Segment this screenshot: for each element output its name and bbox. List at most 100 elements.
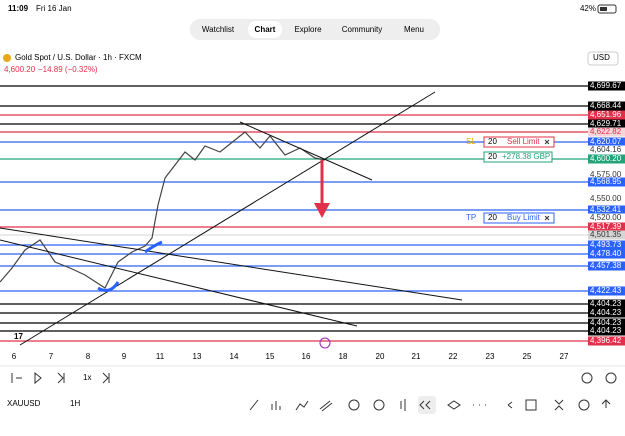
- price-label: 4,478.40: [590, 249, 622, 258]
- logo: 17: [14, 332, 23, 341]
- trend-line: [0, 227, 463, 301]
- price-label: 4,600.20: [590, 154, 622, 163]
- price-label: 4,575.00: [590, 170, 622, 179]
- price-label: 4,620.07: [590, 137, 622, 146]
- price-label-bg: [588, 119, 625, 129]
- nav-tab[interactable]: Chart: [255, 25, 276, 34]
- price-label: 4,604.16: [590, 145, 622, 154]
- price-label: 4,651.96: [590, 110, 622, 119]
- order-qty: 20: [488, 152, 497, 161]
- time-label: 11: [156, 352, 165, 361]
- time-label: 7: [49, 352, 54, 361]
- price-change: −14.89 (−0.32%): [38, 65, 98, 74]
- event-icon[interactable]: [319, 337, 331, 349]
- order-close[interactable]: [544, 139, 550, 145]
- price-label-bg: [588, 81, 625, 91]
- order-qty: 20: [488, 137, 497, 146]
- time-label: 14: [230, 352, 239, 361]
- trend-line: [0, 239, 358, 327]
- order-tag: TP: [466, 213, 476, 222]
- settings[interactable]: [581, 372, 593, 384]
- price-label: 4,622.82: [590, 127, 622, 136]
- order-box[interactable]: [483, 212, 555, 224]
- date: Fri 16 Jan: [36, 4, 72, 13]
- price-label: 4,532.41: [590, 205, 622, 214]
- price-label-bg: [588, 336, 625, 346]
- price-label-bg: [588, 249, 625, 259]
- price-label: 4,517.39: [590, 222, 622, 231]
- interval[interactable]: 1H: [70, 399, 80, 408]
- price-label: 4,404.23: [590, 318, 622, 327]
- order-pnl: +278.38 GBP: [502, 152, 550, 161]
- price-label-bg: [588, 222, 625, 232]
- order-box[interactable]: [483, 136, 555, 148]
- nav-tab[interactable]: Watchlist: [202, 25, 235, 34]
- price-label: 4,422.43: [590, 286, 622, 295]
- time-label: 22: [449, 352, 458, 361]
- trend-line: [19, 91, 436, 346]
- order-close[interactable]: [544, 215, 550, 221]
- price-label: 4,668.44: [590, 101, 622, 110]
- price-label-bg: [588, 127, 625, 137]
- price-label: 4,404.23: [590, 299, 622, 308]
- order-tag: SL: [466, 137, 476, 146]
- time-label: 27: [560, 352, 569, 361]
- price-label-bg: [588, 170, 625, 180]
- time-label: 13: [193, 352, 202, 361]
- price-label: 4,457.38: [590, 261, 622, 270]
- time-label: 20: [376, 352, 385, 361]
- nav-tab[interactable]: Menu: [404, 25, 424, 34]
- tools[interactable]: [249, 399, 611, 412]
- price-label: 4,568.95: [590, 177, 622, 186]
- tab-selected: [248, 21, 282, 38]
- price-label-bg: [588, 194, 625, 204]
- price-label-bg: [588, 213, 625, 223]
- price-label: 4,501.35: [590, 230, 622, 239]
- battery: 42%: [580, 4, 596, 13]
- order-type: Sell Limit: [507, 137, 540, 146]
- battery-level: [600, 7, 607, 11]
- time-label: 23: [486, 352, 495, 361]
- price-label-bg: [588, 286, 625, 296]
- price-label-bg: [588, 154, 625, 164]
- order-type: Buy Limit: [507, 213, 541, 222]
- drawing: [144, 240, 163, 254]
- time-label: 9: [122, 352, 127, 361]
- price-label-bg: [588, 110, 625, 120]
- time-label: 6: [12, 352, 17, 361]
- price-label: 4,404.23: [590, 326, 622, 335]
- time-label: 18: [339, 352, 348, 361]
- price-label-bg: [588, 177, 625, 187]
- price-label-bg: [588, 230, 625, 240]
- price-label-bg: [588, 145, 625, 155]
- currency-select[interactable]: [587, 51, 619, 66]
- price-label: 4,493.73: [590, 240, 622, 249]
- ticker[interactable]: XAUUSD: [7, 399, 41, 408]
- nav-tab[interactable]: Explore: [294, 25, 322, 34]
- price-label: 4,550.00: [590, 194, 622, 203]
- close[interactable]: [605, 372, 617, 384]
- arrow-head: [314, 203, 330, 218]
- nav-tab[interactable]: Community: [342, 25, 382, 34]
- replay-controls[interactable]: [11, 371, 110, 385]
- price-label-bg: [588, 205, 625, 215]
- order-qty: 20: [488, 213, 497, 222]
- price-label: 4,396.42: [590, 336, 622, 345]
- symbol-name: Gold Spot / U.S. Dollar · 1h · FXCM: [15, 53, 142, 62]
- price-label-bg: [588, 318, 625, 328]
- price-label-bg: [588, 137, 625, 147]
- time-label: 16: [302, 352, 311, 361]
- price-label-bg: [588, 299, 625, 309]
- price-label: 4,629.71: [590, 119, 622, 128]
- price-label-bg: [588, 261, 625, 271]
- price-label-bg: [588, 101, 625, 111]
- drawing: [97, 281, 120, 292]
- order-box[interactable]: [483, 151, 553, 163]
- price-label-bg: [588, 308, 625, 318]
- last-price: 4,600.20: [4, 65, 36, 74]
- time-label: 21: [412, 352, 421, 361]
- price-label: 4,520.00: [590, 213, 622, 222]
- speed[interactable]: 1x: [83, 373, 91, 382]
- currency: USD: [593, 53, 610, 62]
